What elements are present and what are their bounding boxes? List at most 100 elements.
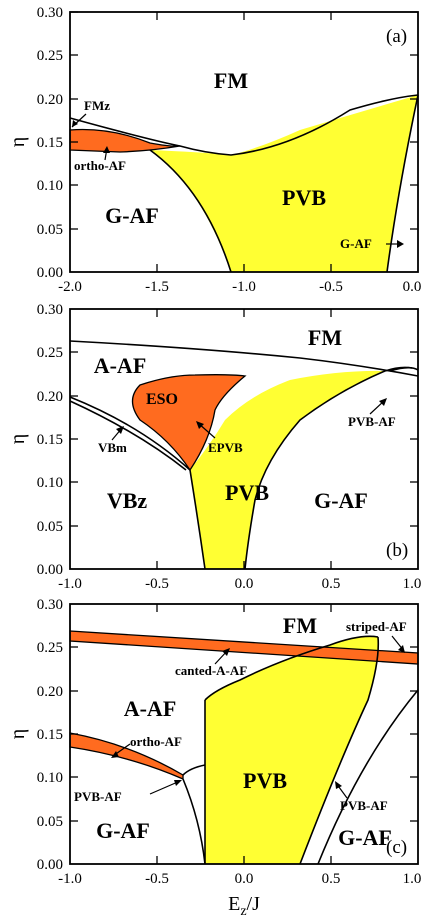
annot-pvbaf-b-arrowhead [379, 398, 387, 406]
annot-pvbaf-left-c-arrow [149, 780, 181, 795]
y-tick-a-4: 0.10 [37, 178, 63, 194]
x-tick-c-2: 0.0 [235, 871, 254, 887]
eso-region-b [131, 374, 247, 472]
x-tick-b-4: 1.0 [403, 576, 422, 592]
x-tick-c-4: 1.0 [403, 871, 422, 887]
annot-vbm-arrowhead [116, 426, 124, 434]
ortho-pvb-boundary-c [182, 764, 206, 776]
region-label-pvb-c: PVB [243, 768, 287, 793]
region-label-fm-c: FM [283, 613, 317, 638]
y-tick-a-6: 0.00 [37, 265, 63, 281]
panel-c: 0.30 0.25 0.20 0.15 0.10 0.05 0.00 -1.0 … [7, 597, 421, 919]
x-tick-a-2: -1.0 [232, 279, 256, 295]
region-label-pvb-a: PVB [282, 185, 326, 210]
region-label-aaf-b: A-AF [94, 353, 147, 378]
annot-gaf-a-arrowhead [397, 240, 404, 248]
region-label-aaf-c: A-AF [124, 696, 177, 721]
pvb-right-boundary-b [244, 370, 386, 570]
pvb-top-boundary-c [204, 635, 379, 701]
panel-tag-b: (b) [386, 540, 408, 561]
x-tick-b-3: 0.5 [322, 576, 341, 592]
annot-epvb-arrowhead [196, 421, 204, 429]
y-tick-b-6: 0.00 [37, 562, 63, 578]
pvb-right-boundary-c [299, 636, 380, 865]
y-tick-b-2: 0.20 [37, 389, 63, 405]
region-label-eso-b: ESO [146, 391, 178, 408]
annot-pvbaf-b: PVB-AF [348, 414, 396, 429]
pvb-region-b [190, 370, 385, 569]
ortho-af-region-a [69, 128, 181, 153]
y-tick-a-3: 0.15 [37, 135, 63, 151]
x-tick-c-1: -0.5 [145, 871, 169, 887]
x-tick-b-2: 0.0 [235, 576, 254, 592]
annot-vbm: VBm [98, 440, 127, 455]
gaf-right-boundary-c [317, 689, 419, 865]
x-axis-label-c: Ez/J [228, 893, 260, 919]
region-label-gaf-left-c: G-AF [96, 818, 150, 843]
x-tick-a-1: -1.5 [145, 279, 169, 295]
gaf-pvbaf-boundary-c [182, 778, 206, 865]
panel-a: 0.30 0.25 0.20 0.15 0.10 0.05 0.00 -2.0 … [7, 5, 421, 295]
annot-gaf-a: G-AF [340, 236, 372, 251]
pvb-region-c [205, 636, 379, 864]
annot-epvb: EPVB [208, 440, 243, 455]
annot-ortho-af-c: ortho-AF [130, 734, 182, 749]
x-tick-b-1: -0.5 [145, 576, 169, 592]
vbm-band2-b [69, 400, 187, 471]
annot-striped-af-arrowhead [398, 645, 405, 653]
y-tick-c-6: 0.00 [37, 857, 63, 873]
x-tick-b-0: -1.0 [58, 576, 82, 592]
annot-ortho-af-c-arrowhead [111, 751, 119, 758]
y-tick-c-0: 0.30 [37, 597, 63, 613]
y-tick-b-3: 0.15 [37, 432, 63, 448]
pvb-right-boundary-a [386, 94, 419, 273]
y-tick-a-1: 0.25 [37, 48, 63, 64]
y-tick-b-4: 0.10 [37, 475, 63, 491]
fm-aaf-boundary-b [69, 340, 419, 377]
region-label-fm-b: FM [308, 325, 342, 350]
region-label-gaf-b: G-AF [314, 488, 368, 513]
y-axis-label-c: η [7, 729, 29, 739]
vbm-band-b [69, 396, 191, 471]
y-tick-b-0: 0.30 [37, 302, 63, 318]
region-label-fm-a: FM [214, 68, 248, 93]
region-label-vbz-b: VBz [107, 488, 148, 513]
annot-pvbaf-right-c-arrowhead [335, 781, 342, 789]
annot-pvbaf-left-c: PVB-AF [74, 789, 122, 804]
y-tick-c-4: 0.10 [37, 770, 63, 786]
y-tick-c-5: 0.05 [37, 814, 63, 830]
x-tick-c-0: -1.0 [58, 871, 82, 887]
y-axis-label-a: η [7, 137, 29, 147]
annot-pvbaf-right-c: PVB-AF [340, 798, 388, 813]
pvb-left-boundary-b [189, 469, 206, 570]
region-label-gaf-a: G-AF [105, 203, 159, 228]
region-label-pvb-b: PVB [225, 480, 269, 505]
x-tick-a-3: -0.5 [319, 279, 343, 295]
fm-boundary-a [69, 94, 419, 156]
y-tick-b-5: 0.05 [37, 519, 63, 535]
x-tick-a-4: 0.0 [403, 279, 422, 295]
y-tick-c-2: 0.20 [37, 684, 63, 700]
y-tick-b-1: 0.25 [37, 345, 63, 361]
panel-tag-a: (a) [386, 26, 407, 47]
gaf-right-boundary-b [384, 366, 413, 372]
y-tick-a-2: 0.20 [37, 92, 63, 108]
gaf-pvb-boundary-a [149, 149, 232, 273]
annot-ortho-af-a: ortho-AF [74, 158, 126, 173]
annot-striped-af: striped-AF [346, 619, 407, 634]
y-tick-a-0: 0.30 [37, 5, 63, 21]
y-tick-c-3: 0.15 [37, 727, 63, 743]
annot-canted-aaf-arrowhead [222, 648, 230, 656]
annot-canted-aaf: canted-A-AF [175, 663, 247, 678]
annot-pvbaf-left-c-arrowhead [174, 780, 182, 786]
x-tick-a-0: -2.0 [58, 279, 82, 295]
annot-fmz: FMz [84, 98, 110, 113]
pvb-region-a [150, 95, 418, 272]
region-label-gaf-right-c: G-AF [338, 825, 392, 850]
y-axis-label-b: η [7, 434, 29, 444]
x-tick-c-3: 0.5 [322, 871, 341, 887]
panel-tag-c: (c) [386, 837, 407, 858]
y-tick-c-1: 0.25 [37, 640, 63, 656]
panel-b: 0.30 0.25 0.20 0.15 0.10 0.05 0.00 -1.0 … [7, 302, 421, 592]
